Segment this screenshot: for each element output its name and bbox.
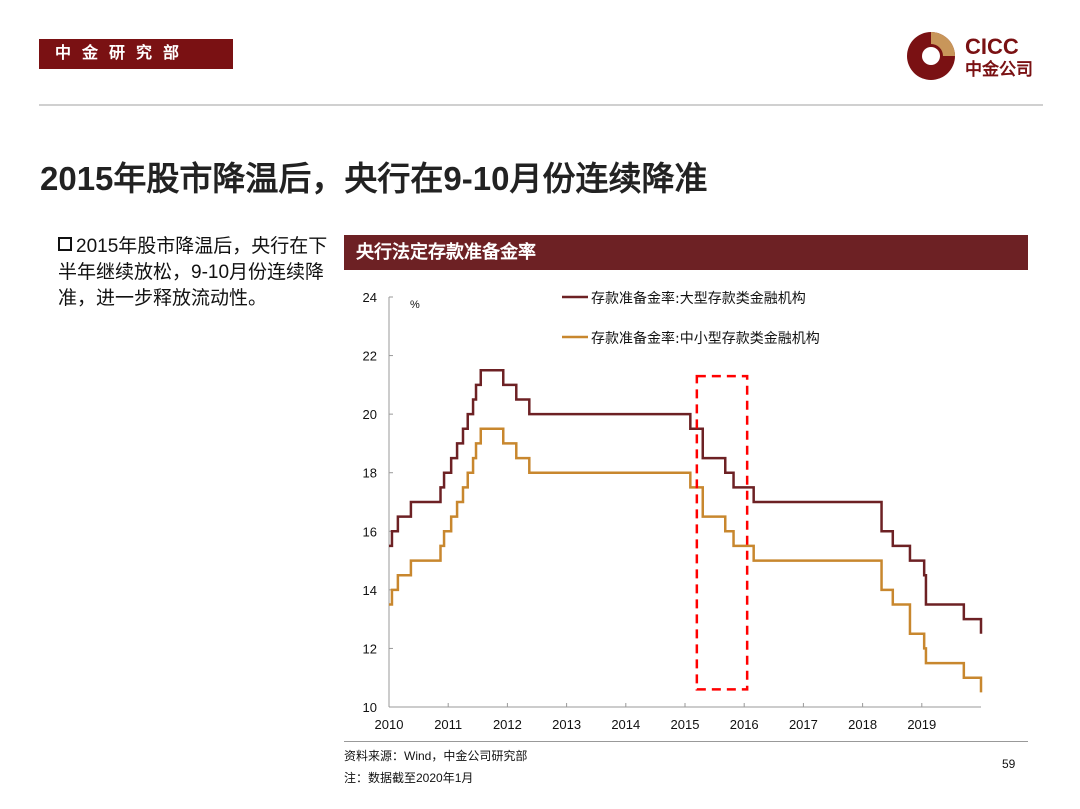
x-tick-label: 2013 xyxy=(552,717,581,732)
source-note: 资料来源：Wind，中金公司研究部 xyxy=(344,749,528,763)
series-line-2 xyxy=(389,427,983,693)
x-tick-label: 2017 xyxy=(789,717,818,732)
page-title: 2015年股市降温后，央行在9-10月份连续降准 xyxy=(40,160,708,197)
svg-text:CICC: CICC xyxy=(965,34,1019,59)
data-note: 注：数据截至2020年1月 xyxy=(344,771,474,785)
cicc-logo: CICC 中金公司 xyxy=(907,32,1033,80)
y-tick-label: 20 xyxy=(363,407,377,422)
y-tick-label: 24 xyxy=(363,290,377,305)
y-tick-label: 22 xyxy=(363,349,377,364)
x-tick-label: 2011 xyxy=(434,717,462,732)
x-tick-label: 2010 xyxy=(375,717,404,732)
y-tick-label: 16 xyxy=(363,524,377,539)
svg-text:中金公司: 中金公司 xyxy=(965,59,1033,80)
x-tick-label: 2014 xyxy=(611,717,640,732)
page-number: 59 xyxy=(1002,757,1016,771)
header-divider xyxy=(39,104,1043,106)
series-line-1 xyxy=(389,368,983,634)
y-tick-label: 12 xyxy=(363,641,377,656)
chart-title: 央行法定存款准备金率 xyxy=(344,235,1028,270)
bullet-text: 2015年股市降温后，央行在下半年继续放松，9-10月份连续降准，进一步释放流动… xyxy=(58,236,328,309)
legend-label: 存款准备金率:中小型存款类金融机构 xyxy=(591,330,820,347)
department-label: 中金研究部 xyxy=(39,39,233,69)
x-tick-label: 2015 xyxy=(671,717,700,732)
bullet-square-icon xyxy=(58,237,72,251)
y-unit-label: % xyxy=(410,299,420,311)
x-tick-label: 2019 xyxy=(907,717,936,732)
highlight-box xyxy=(695,374,749,691)
y-tick-label: 10 xyxy=(363,700,377,715)
y-tick-label: 18 xyxy=(363,466,377,481)
bullet-point: 2015年股市降温后，央行在下半年继续放松，9-10月份连续降准，进一步释放流动… xyxy=(58,234,328,312)
y-tick-label: 14 xyxy=(363,583,377,598)
x-tick-label: 2012 xyxy=(493,717,522,732)
x-tick-label: 2018 xyxy=(848,717,877,732)
x-tick-label: 2016 xyxy=(730,717,759,732)
legend-label: 存款准备金率:大型存款类金融机构 xyxy=(591,290,806,307)
footer-divider xyxy=(344,741,1028,742)
